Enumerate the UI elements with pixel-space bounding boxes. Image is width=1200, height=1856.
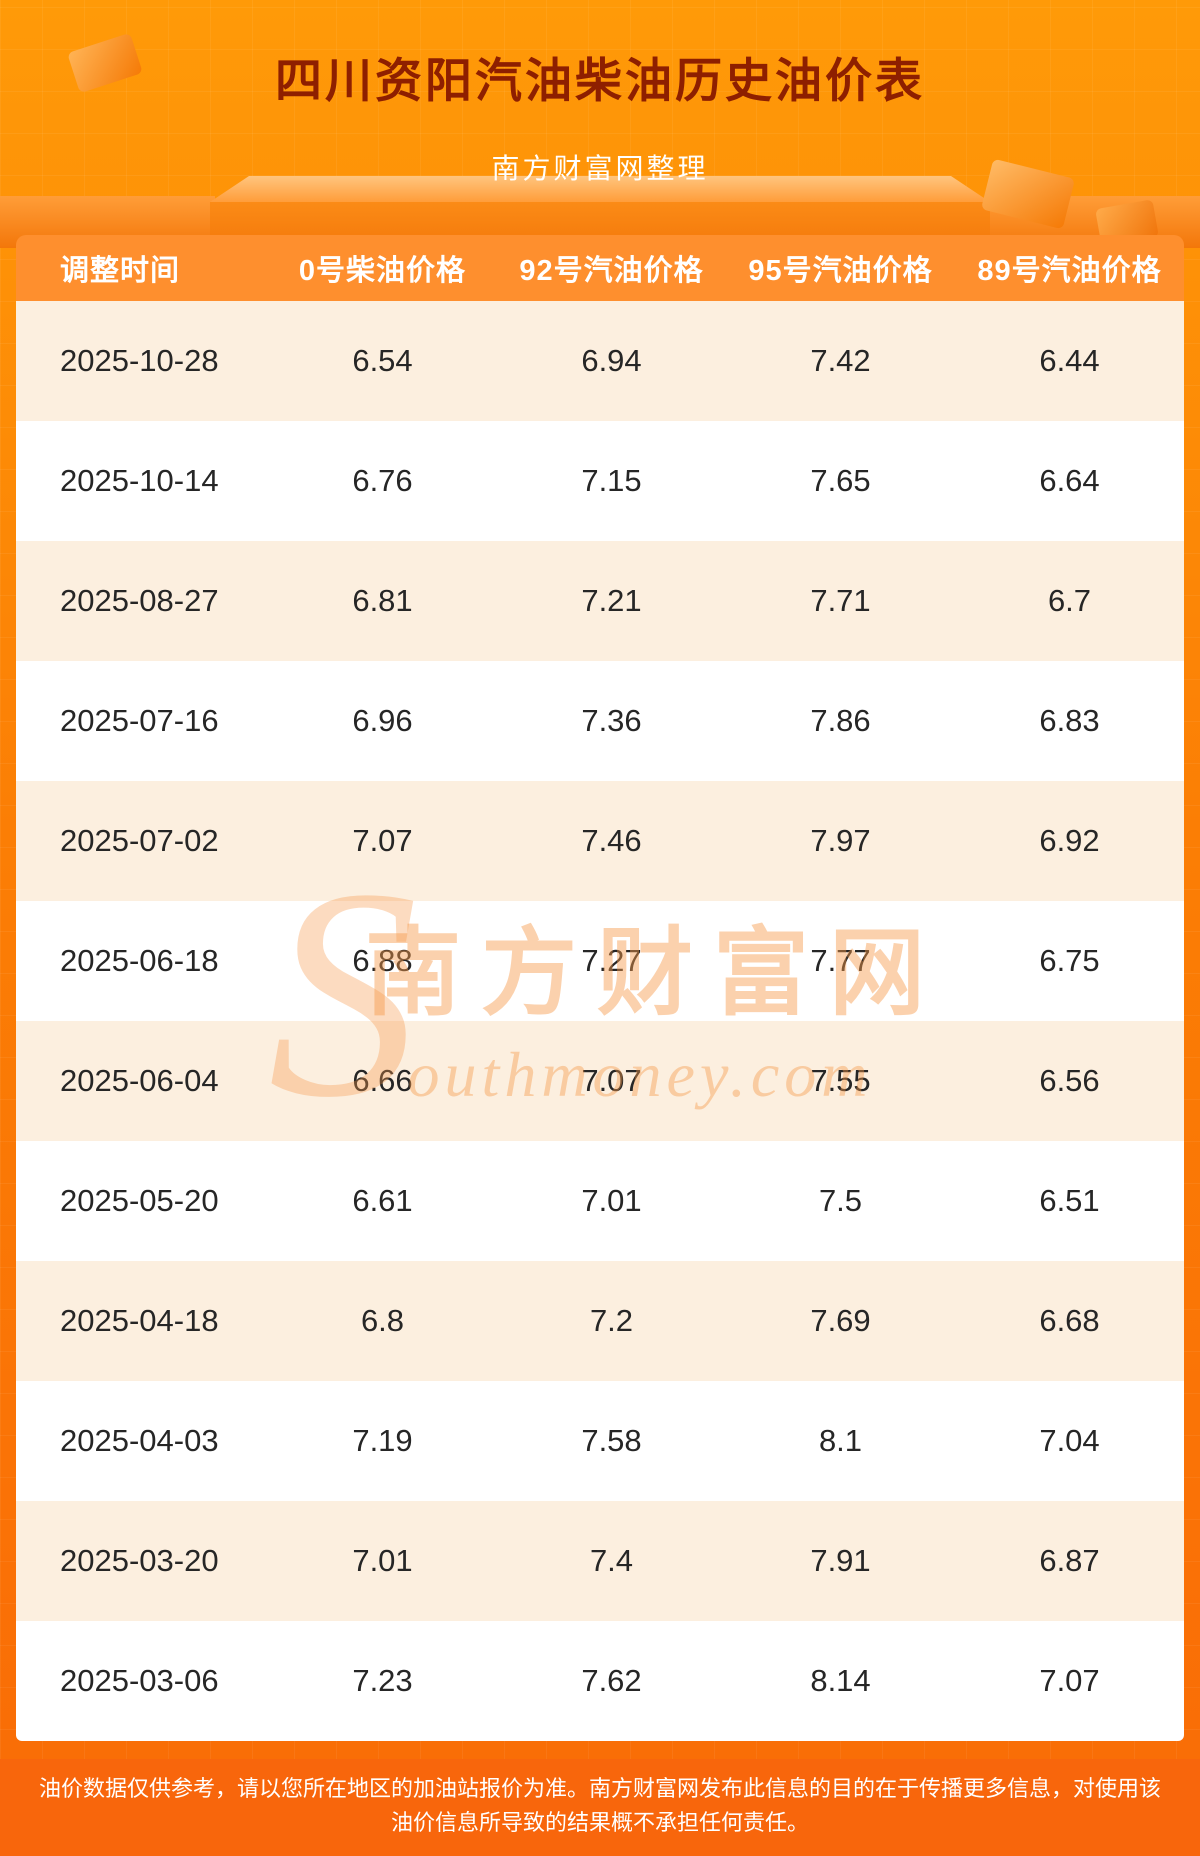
price-cell: 6.7 [1047, 583, 1092, 618]
price-cell: 7.58 [581, 1423, 642, 1458]
price-cell: 6.94 [581, 343, 642, 378]
table-row: 2025-04-03 7.19 7.58 8.1 7.04 [16, 1381, 1184, 1501]
page-subtitle: 南方财富网整理 [491, 153, 709, 184]
price-cell: 7.42 [810, 343, 871, 378]
price-cell: 7.4 [589, 1543, 634, 1578]
price-cell: 7.69 [810, 1303, 871, 1338]
date-cell: 2025-08-27 [60, 583, 219, 618]
date-cell: 2025-04-03 [60, 1423, 219, 1458]
price-cell: 6.81 [352, 583, 413, 618]
table-header-row: 调整时间 0号柴油价格 92号汽油价格 95号汽油价格 89号汽油价格 [16, 235, 1184, 301]
footer-disclaimer-text: 油价数据仅供参考，请以您所在地区的加油站报价为准。南方财富网发布此信息的目的在于… [38, 1775, 1161, 1835]
date-cell: 2025-04-18 [60, 1303, 219, 1338]
price-cell: 7.5 [818, 1183, 863, 1218]
table-row: 2025-04-18 6.8 7.2 7.69 6.68 [16, 1261, 1184, 1381]
date-cell: 2025-06-04 [60, 1063, 219, 1098]
price-cell: 7.07 [1039, 1663, 1100, 1698]
price-cell: 7.36 [581, 703, 642, 738]
price-cell: 7.91 [810, 1543, 871, 1578]
price-cell: 6.44 [1039, 343, 1100, 378]
price-cell: 7.07 [581, 1063, 642, 1098]
price-cell: 6.88 [352, 943, 413, 978]
price-table: 调整时间 0号柴油价格 92号汽油价格 95号汽油价格 89号汽油价格 2025-10-… [16, 235, 1184, 1741]
price-cell: 7.01 [581, 1183, 642, 1218]
date-cell: 2025-05-20 [60, 1183, 219, 1218]
table-row: 2025-08-27 6.81 7.21 7.71 6.7 [16, 541, 1184, 661]
price-cell: 6.92 [1039, 823, 1100, 858]
price-cell: 7.46 [581, 823, 642, 858]
date-cell: 2025-03-06 [60, 1663, 219, 1698]
price-cell: 6.56 [1039, 1063, 1100, 1098]
column-header: 92号汽油价格 [519, 255, 704, 287]
price-cell: 7.77 [810, 943, 871, 978]
price-cell: 6.64 [1039, 463, 1100, 498]
price-cell: 7.01 [352, 1543, 413, 1578]
date-cell: 2025-10-28 [60, 343, 219, 378]
date-cell: 2025-03-20 [60, 1543, 219, 1578]
price-cell: 8.14 [810, 1663, 871, 1698]
table-row: 2025-10-14 6.76 7.15 7.65 6.64 [16, 421, 1184, 541]
price-cell: 7.2 [589, 1303, 634, 1338]
stage-top-surface [210, 176, 990, 202]
price-cell: 6.8 [360, 1303, 405, 1338]
price-cell: 6.61 [352, 1183, 413, 1218]
table-row: 2025-03-06 7.23 7.62 8.14 7.07 [16, 1621, 1184, 1741]
table-row: 2025-06-18 6.88 7.27 7.77 6.75 [16, 901, 1184, 1021]
page-title: 四川资阳汽油柴油历史油价表 [275, 54, 925, 107]
table-row: 2025-07-16 6.96 7.36 7.86 6.83 [16, 661, 1184, 781]
price-cell: 7.86 [810, 703, 871, 738]
price-cell: 7.62 [581, 1663, 642, 1698]
price-cell: 7.21 [581, 583, 642, 618]
price-cell: 6.96 [352, 703, 413, 738]
footer-disclaimer: 油价数据仅供参考，请以您所在地区的加油站报价为准。南方财富网发布此信息的目的在于… [0, 1758, 1200, 1856]
date-cell: 2025-07-16 [60, 703, 219, 738]
table-row: 2025-07-02 7.07 7.46 7.97 6.92 [16, 781, 1184, 901]
price-cell: 6.76 [352, 463, 413, 498]
date-cell: 2025-10-14 [60, 463, 219, 498]
price-cell: 7.97 [810, 823, 871, 858]
table-body: 2025-10-28 6.54 6.94 7.42 6.44 2025-10-14 6.76… [16, 301, 1184, 1741]
price-cell: 7.65 [810, 463, 871, 498]
price-cell: 6.75 [1039, 943, 1100, 978]
price-cell: 7.19 [352, 1423, 413, 1458]
price-cell: 6.87 [1039, 1543, 1100, 1578]
column-header: 89号汽油价格 [977, 255, 1162, 287]
column-header: 95号汽油价格 [748, 255, 933, 287]
table-row: 2025-03-20 7.01 7.4 7.91 6.87 [16, 1501, 1184, 1621]
table-row: 2025-10-28 6.54 6.94 7.42 6.44 [16, 301, 1184, 421]
price-cell: 6.68 [1039, 1303, 1100, 1338]
date-cell: 2025-07-02 [60, 823, 219, 858]
price-cell: 6.83 [1039, 703, 1100, 738]
column-header: 0号柴油价格 [298, 255, 467, 287]
table-row: 2025-06-04 6.66 7.07 7.55 6.56 [16, 1021, 1184, 1141]
price-cell: 7.71 [810, 583, 871, 618]
price-cell: 7.27 [581, 943, 642, 978]
column-header: 调整时间 [60, 255, 181, 287]
price-cell: 7.15 [581, 463, 642, 498]
price-cell: 8.1 [818, 1423, 863, 1458]
price-cell: 6.51 [1039, 1183, 1100, 1218]
price-cell: 6.54 [352, 343, 413, 378]
price-cell: 7.07 [352, 823, 413, 858]
price-cell: 7.55 [810, 1063, 871, 1098]
price-cell: 6.66 [352, 1063, 413, 1098]
table-row: 2025-05-20 6.61 7.01 7.5 6.51 [16, 1141, 1184, 1261]
date-cell: 2025-06-18 [60, 943, 219, 978]
price-cell: 7.23 [352, 1663, 413, 1698]
price-cell: 7.04 [1039, 1423, 1100, 1458]
